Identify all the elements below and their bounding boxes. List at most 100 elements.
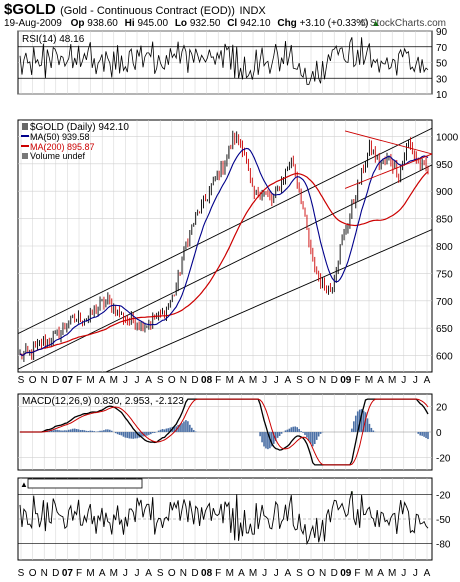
lower-y-tick-label: -20 xyxy=(436,490,451,501)
exchange-label: INDX xyxy=(239,5,266,17)
price-y-tick-label: 750 xyxy=(436,269,453,280)
x-tick-label: D xyxy=(52,568,59,579)
x-tick-label: M xyxy=(226,568,234,579)
x-tick-label: A xyxy=(145,375,152,386)
x-tick-label: A xyxy=(238,375,245,386)
macd-legend: MACD(12,26,9) 0.830, 2.953, -2.123 xyxy=(22,396,184,407)
price-y-tick-label: 950 xyxy=(436,160,453,171)
x-tick-label: J xyxy=(262,375,267,386)
price-bars xyxy=(19,130,429,362)
x-tick-label: J xyxy=(262,568,267,579)
x-tick-label: S xyxy=(296,568,303,579)
price-y-tick-label: 700 xyxy=(436,297,453,308)
x-tick-label: A xyxy=(238,568,245,579)
rsi-gridlines xyxy=(18,30,432,95)
x-tick-label: 07 xyxy=(62,375,74,386)
quote-date: 19-Aug-2009 xyxy=(4,18,62,29)
x-tick-label: D xyxy=(331,568,338,579)
macd-y-tick-label: 20 xyxy=(436,403,448,414)
x-tick-label: O xyxy=(307,375,315,386)
change-arrow-icon: ▲ xyxy=(371,18,381,28)
rsi-y-tick-label: 90 xyxy=(436,27,448,38)
triangle-lower-line xyxy=(344,153,432,189)
x-tick-label: A xyxy=(99,568,106,579)
x-tick-label: M xyxy=(226,375,234,386)
price-y-tick-label: 1000 xyxy=(436,132,459,143)
x-axis-labels-top: S O N D 07 F M A M J J A S O N D 08 F M A M J J A S O N D 09 F M A M J J A xyxy=(18,375,431,386)
lower-legend-box xyxy=(27,478,143,489)
price-y-tick-label: 900 xyxy=(436,187,453,198)
rsi-y-tick-label: 50 xyxy=(436,59,448,70)
rsi-y-tick-label: 10 xyxy=(436,90,448,101)
x-tick-label: J xyxy=(401,375,406,386)
x-tick-label: O xyxy=(29,568,37,579)
x-tick-label: A xyxy=(284,568,291,579)
watermark: © StockCharts.com xyxy=(359,18,446,29)
x-tick-label: 09 xyxy=(340,375,352,386)
x-tick-label: A xyxy=(424,568,431,579)
open-value: 938.60 xyxy=(87,18,118,29)
symbol-title: $GOLD xyxy=(4,1,56,18)
x-tick-label: J xyxy=(413,568,418,579)
x-tick-label: F xyxy=(354,568,360,579)
macd-y-ticks: 20 0 -20 xyxy=(436,403,451,465)
x-tick-label: M xyxy=(110,375,118,386)
x-tick-label: J xyxy=(123,375,128,386)
macd-panel: 20 0 -20 MACD(12,26,9) 0.830, 2.953, -2.12… xyxy=(17,393,451,471)
rsi-line xyxy=(19,37,429,85)
lower-y-ticks: -20 -50 -80 xyxy=(436,490,451,550)
low-label: Lo xyxy=(174,18,188,29)
x-tick-label: A xyxy=(424,375,431,386)
price-legend-label: $GOLD (Daily) 942.10 xyxy=(30,122,129,133)
x-tick-label: D xyxy=(52,375,59,386)
x-tick-label: A xyxy=(284,375,291,386)
x-tick-label: D xyxy=(331,375,338,386)
x-tick-label: O xyxy=(168,375,176,386)
x-tick-label: M xyxy=(249,568,257,579)
trend-channel-line xyxy=(18,127,432,335)
lower-y-tick-label: -50 xyxy=(436,515,451,526)
x-tick-label: A xyxy=(145,568,152,579)
x-tick-label: J xyxy=(135,568,140,579)
rsi-y-tick-label: 70 xyxy=(436,43,448,54)
price-y-tick-label: 850 xyxy=(436,215,453,226)
x-tick-label: N xyxy=(41,375,48,386)
triangle-upper-line xyxy=(344,130,432,155)
rsi-y-ticks: 90 70 50 30 10 xyxy=(436,27,448,101)
low-value: 932.50 xyxy=(189,18,221,29)
close-label: Cl xyxy=(227,18,238,29)
x-tick-label: D xyxy=(191,375,198,386)
change-label: Chg xyxy=(277,18,297,29)
x-tick-label: M xyxy=(388,568,396,579)
x-axis-labels-bottom: S O N D 07 F M A M J J A S O N D 08 F M A M J J A S O N D 09 F M A M J J A xyxy=(18,568,431,579)
x-tick-label: F xyxy=(215,375,221,386)
x-tick-label: N xyxy=(180,568,187,579)
x-tick-label: J xyxy=(274,375,279,386)
high-label: Hi xyxy=(124,18,135,29)
x-tick-label: M xyxy=(365,375,373,386)
x-tick-label: F xyxy=(76,375,82,386)
x-tick-label: S xyxy=(18,375,25,386)
rsi-legend: RSI(14) 48.16 xyxy=(22,34,85,45)
open-label: Op xyxy=(70,18,85,29)
x-tick-label: M xyxy=(110,568,118,579)
change-value: +3.10 (+0.33%) xyxy=(299,18,369,29)
x-tick-label: S xyxy=(157,375,164,386)
x-tick-label: A xyxy=(377,568,384,579)
ma50-legend-label: MA(50) 939.58 xyxy=(30,132,90,142)
x-tick-label: J xyxy=(135,375,140,386)
volume-legend-swatch xyxy=(22,153,28,159)
lower-panel: -20 -50 -80 ▲ xyxy=(17,477,451,561)
x-tick-label: O xyxy=(307,568,315,579)
ma50-line xyxy=(19,147,429,357)
high-value: 945.00 xyxy=(137,18,169,29)
price-y-tick-label: 600 xyxy=(436,352,453,363)
x-tick-label: 08 xyxy=(201,568,213,579)
x-tick-label: J xyxy=(123,568,128,579)
x-tick-label: D xyxy=(191,568,198,579)
x-tick-label: M xyxy=(86,568,94,579)
x-tick-label: N xyxy=(180,375,187,386)
trend-channel-line xyxy=(104,229,432,372)
